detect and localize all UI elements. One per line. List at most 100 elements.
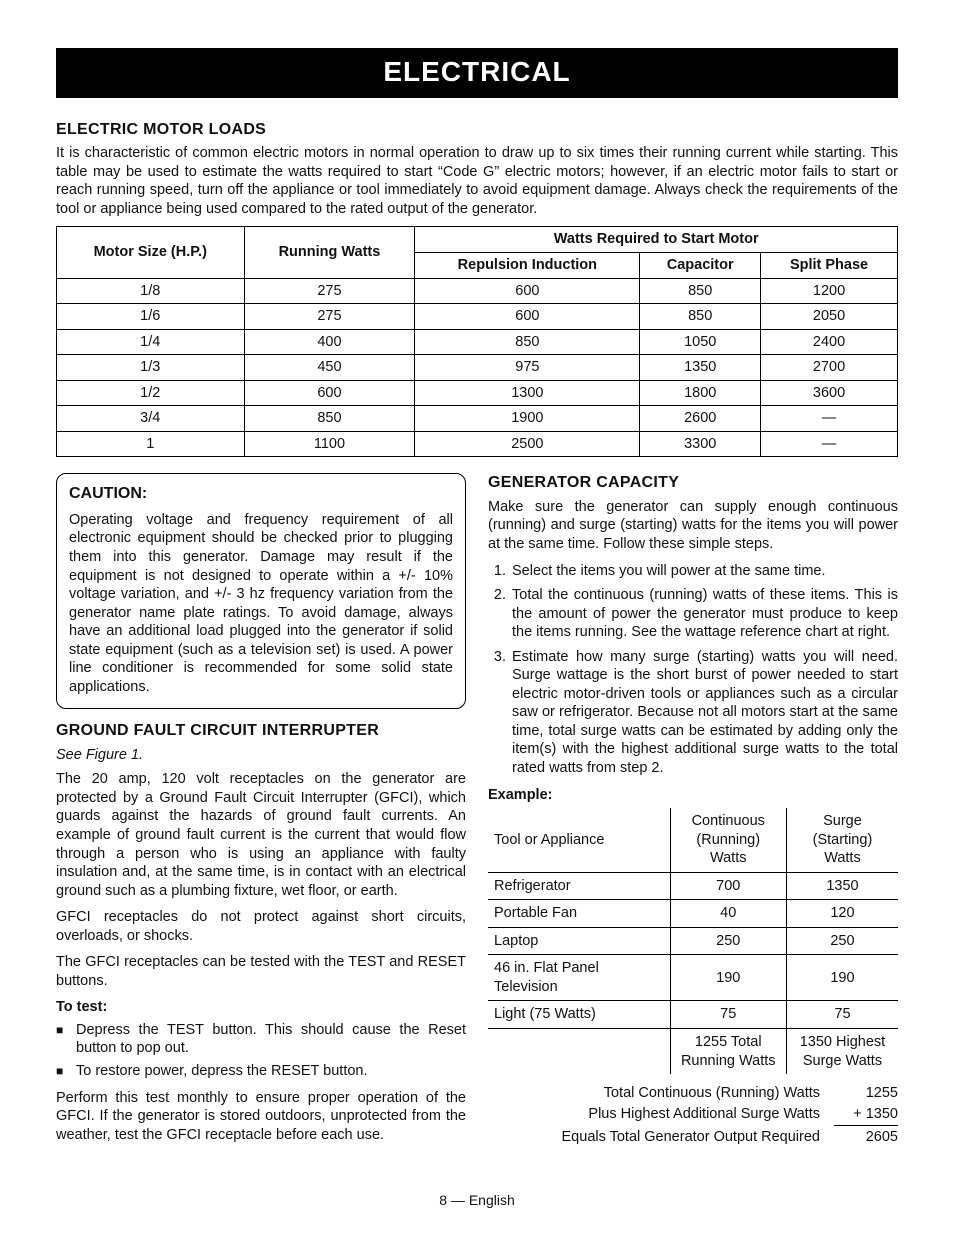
table-cell: 600 bbox=[244, 380, 415, 406]
list-item: Select the items you will power at the s… bbox=[510, 562, 898, 581]
table-cell: 1/3 bbox=[57, 355, 245, 381]
table-cell: 1100 bbox=[244, 431, 415, 457]
th-split-phase: Split Phase bbox=[761, 253, 898, 279]
table-row: 1255 TotalRunning Watts1350 HighestSurge… bbox=[488, 1029, 898, 1075]
table-cell: 850 bbox=[640, 278, 761, 304]
table-cell: — bbox=[761, 406, 898, 432]
table-cell: 2400 bbox=[761, 329, 898, 355]
table-row: Portable Fan40120 bbox=[488, 900, 898, 928]
example-label: Example: bbox=[488, 786, 898, 805]
page-title-bar: ELECTRICAL bbox=[56, 48, 898, 98]
caution-heading: CAUTION: bbox=[69, 484, 453, 504]
list-item: To restore power, depress the RESET butt… bbox=[56, 1062, 466, 1081]
table-cell: 1255 TotalRunning Watts bbox=[670, 1029, 786, 1075]
table-cell: Portable Fan bbox=[488, 900, 670, 928]
table-cell: — bbox=[761, 431, 898, 457]
table-cell: 1350 bbox=[640, 355, 761, 381]
table-row: 1110025003300— bbox=[57, 431, 898, 457]
table-cell: 1900 bbox=[415, 406, 640, 432]
gfci-p1: The 20 amp, 120 volt receptacles on the … bbox=[56, 770, 466, 900]
table-cell: 600 bbox=[415, 304, 640, 330]
ex-th-surge: Surge(Starting) Watts bbox=[786, 808, 898, 872]
table-cell: 40 bbox=[670, 900, 786, 928]
table-row: 1/345097513502700 bbox=[57, 355, 898, 381]
table-cell: 1/8 bbox=[57, 278, 245, 304]
table-cell: 190 bbox=[786, 955, 898, 1001]
gfci-bullet-list: Depress the TEST button. This should cau… bbox=[56, 1021, 466, 1081]
table-cell: 2500 bbox=[415, 431, 640, 457]
gfci-p4: Perform this test monthly to ensure prop… bbox=[56, 1089, 466, 1145]
gfci-p3: The GFCI receptacles can be tested with … bbox=[56, 953, 466, 990]
table-cell: 275 bbox=[244, 304, 415, 330]
th-running-watts: Running Watts bbox=[244, 227, 415, 278]
table-cell: 2700 bbox=[761, 355, 898, 381]
table-cell: 1300 bbox=[415, 380, 640, 406]
gfci-heading: GROUND FAULT CIRCUIT INTERRUPTER bbox=[56, 721, 466, 741]
table-cell bbox=[488, 1029, 670, 1075]
table-cell: 600 bbox=[415, 278, 640, 304]
table-row: 1/62756008502050 bbox=[57, 304, 898, 330]
table-cell: 3300 bbox=[640, 431, 761, 457]
page-footer: 8 — English bbox=[56, 1192, 898, 1210]
table-cell: 275 bbox=[244, 278, 415, 304]
table-cell: 75 bbox=[670, 1001, 786, 1029]
table-row: 1/2600130018003600 bbox=[57, 380, 898, 406]
table-cell: 2600 bbox=[640, 406, 761, 432]
table-cell: 1200 bbox=[761, 278, 898, 304]
table-cell: 250 bbox=[670, 927, 786, 955]
table-cell: 850 bbox=[640, 304, 761, 330]
table-cell: Light (75 Watts) bbox=[488, 1001, 670, 1029]
table-cell: 3/4 bbox=[57, 406, 245, 432]
table-row: 3/485019002600— bbox=[57, 406, 898, 432]
table-cell: 2050 bbox=[761, 304, 898, 330]
th-watts-start: Watts Required to Start Motor bbox=[415, 227, 898, 253]
summary-line2-val: + 1350 bbox=[834, 1105, 898, 1127]
table-cell: Laptop bbox=[488, 927, 670, 955]
summary-block: Total Continuous (Running) Watts 1255 Pl… bbox=[488, 1084, 898, 1147]
caution-box: CAUTION: Operating voltage and frequency… bbox=[56, 473, 466, 709]
summary-line3-label: Equals Total Generator Output Required bbox=[562, 1128, 834, 1147]
table-cell: 1350 bbox=[786, 872, 898, 900]
left-column: CAUTION: Operating voltage and frequency… bbox=[56, 473, 466, 1152]
table-cell: 250 bbox=[786, 927, 898, 955]
table-cell: 1/6 bbox=[57, 304, 245, 330]
motor-loads-table: Motor Size (H.P.) Running Watts Watts Re… bbox=[56, 226, 898, 457]
table-cell: 3600 bbox=[761, 380, 898, 406]
table-row: 46 in. Flat Panel Television190190 bbox=[488, 955, 898, 1001]
table-cell: 1350 HighestSurge Watts bbox=[786, 1029, 898, 1075]
table-cell: 1800 bbox=[640, 380, 761, 406]
example-table: Tool or Appliance Continuous(Running) Wa… bbox=[488, 808, 898, 1074]
motor-loads-heading: ELECTRIC MOTOR LOADS bbox=[56, 120, 898, 140]
gfci-to-test-label: To test: bbox=[56, 998, 466, 1017]
summary-line2-label: Plus Highest Additional Surge Watts bbox=[588, 1105, 834, 1124]
table-cell: 1/2 bbox=[57, 380, 245, 406]
table-row: Laptop250250 bbox=[488, 927, 898, 955]
list-item: Depress the TEST button. This should cau… bbox=[56, 1021, 466, 1058]
list-item: Estimate how many surge (starting) watts… bbox=[510, 648, 898, 778]
table-cell: 120 bbox=[786, 900, 898, 928]
caution-body: Operating voltage and frequency requirem… bbox=[69, 511, 453, 696]
table-cell: 1/4 bbox=[57, 329, 245, 355]
summary-line1-label: Total Continuous (Running) Watts bbox=[604, 1084, 834, 1103]
th-capacitor: Capacitor bbox=[640, 253, 761, 279]
th-repulsion: Repulsion Induction bbox=[415, 253, 640, 279]
table-cell: 75 bbox=[786, 1001, 898, 1029]
table-row: 1/440085010502400 bbox=[57, 329, 898, 355]
summary-line1-val: 1255 bbox=[834, 1084, 898, 1103]
summary-line3-val: 2605 bbox=[834, 1128, 898, 1147]
table-cell: 700 bbox=[670, 872, 786, 900]
table-row: Light (75 Watts)7575 bbox=[488, 1001, 898, 1029]
table-cell: 1050 bbox=[640, 329, 761, 355]
table-cell: 190 bbox=[670, 955, 786, 1001]
table-cell: 46 in. Flat Panel Television bbox=[488, 955, 670, 1001]
table-row: 1/82756008501200 bbox=[57, 278, 898, 304]
th-motor-size: Motor Size (H.P.) bbox=[57, 227, 245, 278]
ex-th-tool: Tool or Appliance bbox=[488, 808, 670, 872]
list-item: Total the continuous (running) watts of … bbox=[510, 586, 898, 642]
table-cell: 975 bbox=[415, 355, 640, 381]
right-column: GENERATOR CAPACITY Make sure the generat… bbox=[488, 473, 898, 1152]
ex-th-running: Continuous(Running) Watts bbox=[670, 808, 786, 872]
gfci-p2: GFCI receptacles do not protect against … bbox=[56, 908, 466, 945]
capacity-heading: GENERATOR CAPACITY bbox=[488, 473, 898, 493]
table-cell: 1 bbox=[57, 431, 245, 457]
